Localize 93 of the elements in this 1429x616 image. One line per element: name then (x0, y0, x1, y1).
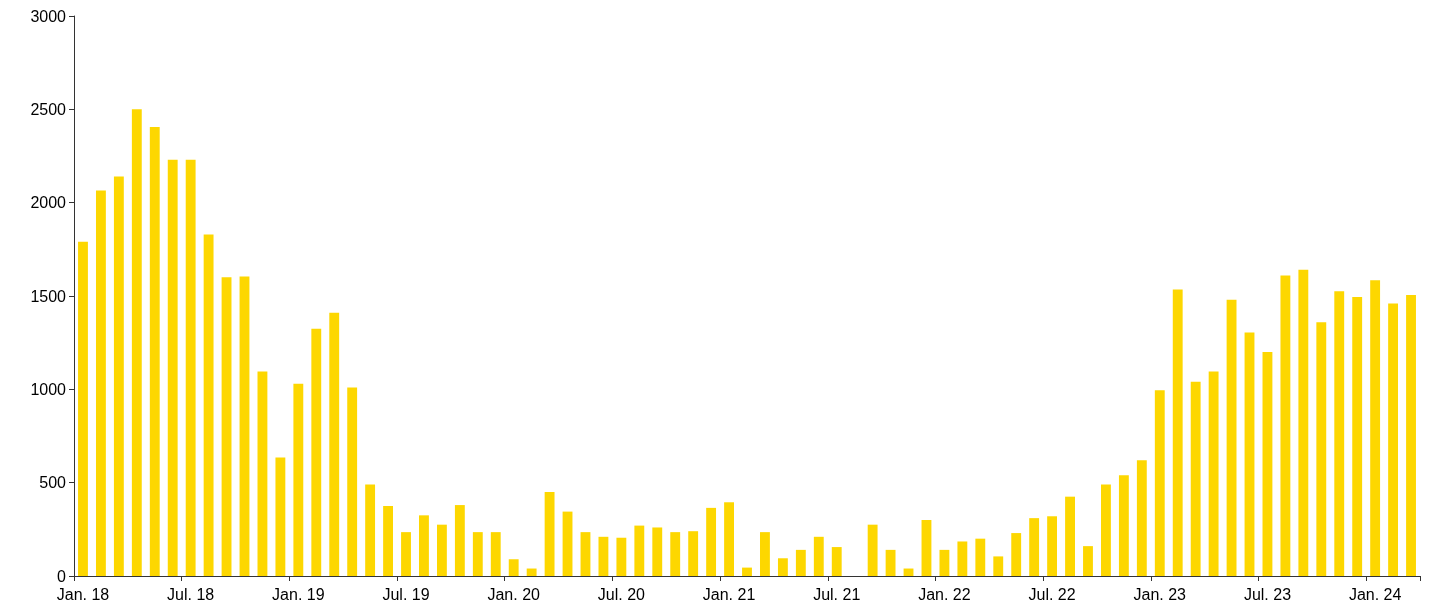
bar (957, 541, 968, 576)
y-tick-label: 500 (39, 474, 67, 492)
bar (1101, 484, 1111, 576)
y-tick-label: 0 (57, 567, 67, 585)
bar (562, 511, 573, 576)
bar (670, 532, 681, 576)
bar (1154, 390, 1165, 576)
x-tick-label: Jul. 21 (813, 585, 861, 603)
bar (419, 515, 429, 576)
bar (867, 524, 878, 576)
x-tick-label: Jan. 19 (272, 585, 325, 603)
x-tick-label: Jan. 18 (56, 585, 110, 603)
bar (472, 532, 483, 576)
bar (436, 524, 447, 576)
bar (401, 532, 411, 576)
bar (1172, 289, 1183, 576)
x-tick-label: Jan. 23 (1133, 585, 1187, 603)
bar (95, 190, 106, 576)
bar (1280, 275, 1291, 576)
x-tick-label: Jan. 20 (487, 585, 541, 603)
bar (706, 507, 717, 576)
bar (113, 176, 124, 576)
bar (975, 538, 986, 576)
x-tick-label: Jul. 20 (597, 585, 646, 603)
bar (993, 556, 1004, 576)
bar (1244, 332, 1255, 576)
bar (329, 312, 340, 576)
bar (1352, 296, 1363, 576)
x-tick-label: Jul. 19 (382, 585, 430, 603)
bar (1226, 299, 1237, 576)
bar (365, 484, 376, 576)
x-tick-label: Jul. 18 (167, 585, 215, 603)
bar (1298, 269, 1309, 576)
bar (921, 520, 932, 576)
bar (1316, 322, 1327, 576)
bar (131, 109, 142, 576)
bar (1118, 475, 1129, 576)
bar (688, 531, 699, 576)
y-tick-label: 3000 (30, 7, 67, 25)
bar (257, 371, 268, 576)
bar (1208, 371, 1219, 576)
bar (1406, 295, 1416, 576)
bar (1262, 352, 1273, 576)
x-tick-label: Jan. 24 (1348, 585, 1402, 603)
bar (616, 537, 627, 576)
bar (1029, 518, 1040, 576)
bar (939, 549, 950, 576)
bar (885, 549, 896, 576)
bar (598, 536, 609, 576)
bar (544, 492, 555, 576)
bar (580, 532, 591, 576)
bar (831, 547, 842, 576)
y-tick-label: 2000 (30, 194, 67, 212)
bar (454, 505, 465, 576)
bar (78, 241, 88, 576)
y-tick-label: 1500 (30, 287, 67, 305)
bar (1065, 496, 1075, 576)
bar (742, 567, 752, 576)
bar (311, 328, 322, 576)
bar (795, 549, 806, 576)
x-tick-label: Jan. 22 (918, 585, 971, 603)
bar (167, 159, 178, 576)
bar (652, 527, 663, 576)
bar (1388, 303, 1399, 576)
bar (490, 532, 501, 576)
bar (724, 502, 734, 576)
bar (239, 276, 250, 576)
bar (1334, 291, 1345, 576)
bar (760, 532, 770, 576)
bar (221, 277, 232, 576)
bar (1190, 381, 1201, 576)
bar (1083, 546, 1093, 576)
bar (293, 383, 304, 576)
bar (813, 536, 824, 576)
bar (1011, 533, 1022, 576)
bar (1370, 280, 1381, 576)
bar (185, 159, 196, 576)
y-tick-label: 2500 (30, 100, 67, 118)
bar (275, 457, 286, 576)
x-tick-label: Jul. 22 (1028, 585, 1076, 603)
bar (149, 127, 160, 576)
bar (1047, 516, 1058, 576)
x-tick-label: Jul. 23 (1243, 585, 1292, 603)
bar (777, 558, 788, 576)
bar (634, 525, 645, 576)
bar (347, 387, 358, 576)
bar (1136, 460, 1147, 576)
bar (383, 506, 393, 576)
bar (203, 234, 214, 576)
bar (526, 568, 537, 576)
bar (508, 559, 519, 576)
y-tick-label: 1000 (30, 380, 67, 398)
x-tick-label: Jan. 21 (702, 585, 756, 603)
